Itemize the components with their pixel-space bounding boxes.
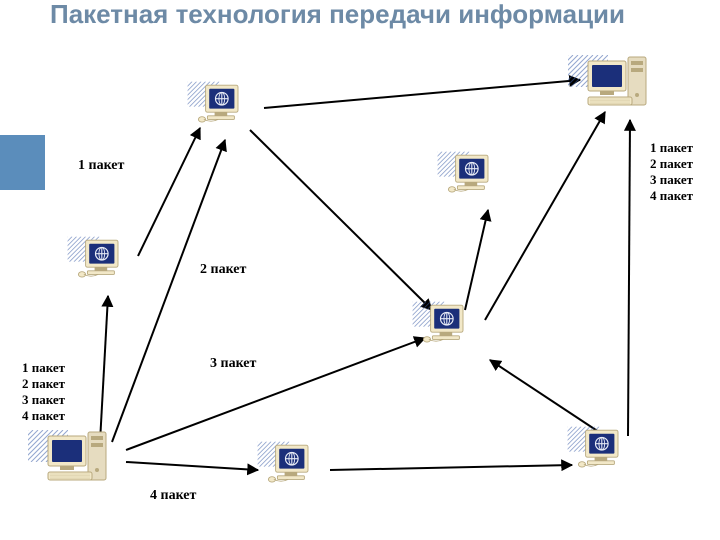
computer-icon — [387, 302, 466, 343]
network-diagram — [0, 0, 720, 540]
edge-4 — [138, 128, 200, 256]
computer-icon — [412, 152, 491, 193]
edges-layer — [100, 80, 630, 470]
edge-9 — [485, 112, 605, 320]
edge-6 — [250, 130, 432, 310]
packet-label-5: 1 пакет 2 пакет 3 пакет 4 пакет — [650, 140, 693, 204]
computer-icon — [542, 427, 621, 468]
computer-tower-icon — [0, 430, 106, 480]
nodes-layer — [0, 55, 646, 482]
edge-8 — [465, 210, 488, 310]
packet-label-2: 3 пакет — [210, 356, 256, 372]
packet-label-4: 1 пакет 2 пакет 3 пакет 4 пакет — [22, 360, 65, 424]
computer-icon — [42, 237, 121, 278]
computer-tower-icon — [536, 55, 646, 105]
edge-0 — [100, 296, 108, 442]
edge-5 — [264, 80, 580, 108]
packet-label-1: 2 пакет — [200, 262, 246, 278]
edge-3 — [126, 462, 258, 470]
edge-1 — [112, 140, 225, 442]
packet-label-3: 4 пакет — [150, 488, 196, 504]
edge-10 — [490, 360, 605, 436]
edge-2 — [126, 338, 425, 450]
edge-7 — [330, 465, 572, 470]
computer-icon — [232, 442, 311, 483]
packet-label-0: 1 пакет — [78, 158, 124, 174]
computer-icon — [162, 82, 241, 123]
edge-11 — [628, 120, 630, 436]
